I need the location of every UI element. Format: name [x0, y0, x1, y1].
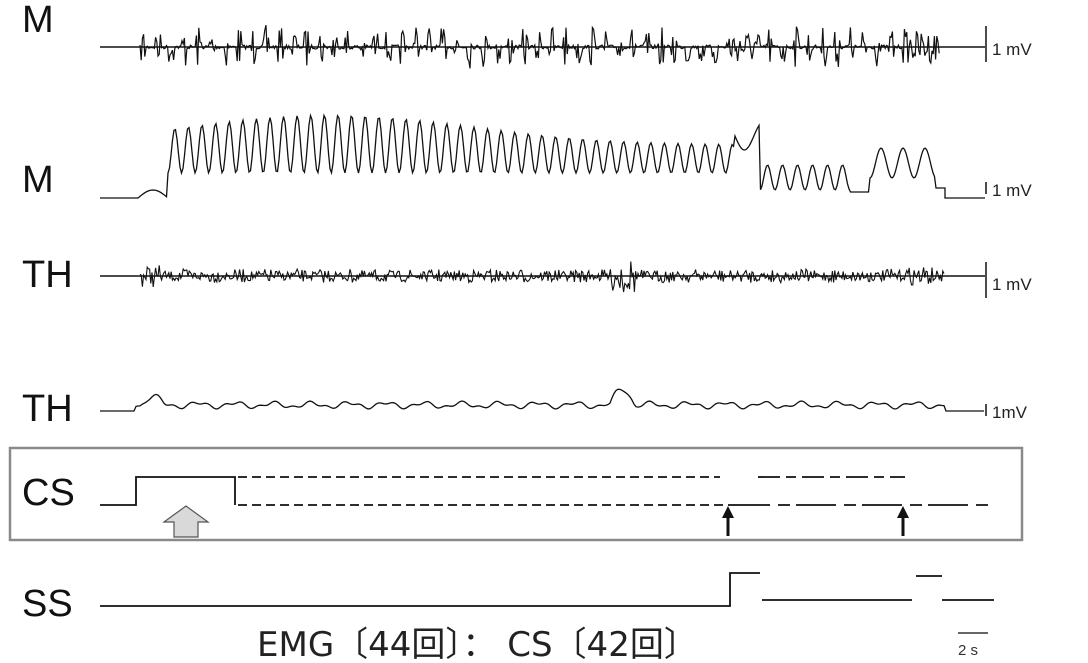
- integrated-signal: [100, 113, 985, 199]
- trace-m-raw: [100, 24, 985, 69]
- trace-label-m-integrated: M: [22, 159, 54, 201]
- scale-text-m-integrated: 1 mV: [992, 181, 1032, 200]
- figure-caption: EMG〔44回〕： CS〔42回〕: [257, 625, 698, 663]
- trace-cs: [100, 476, 990, 538]
- emg-signal: [139, 261, 945, 293]
- time-scale-label: 2 s: [958, 642, 978, 659]
- integrated-signal: [100, 388, 984, 412]
- up-arrow-icon: [897, 506, 909, 518]
- trace-label-th-raw: TH: [22, 254, 73, 296]
- cs-frame: [8, 446, 1024, 542]
- emg-signal: [139, 24, 940, 69]
- ss-step-1: [100, 572, 760, 607]
- trace-label-th-integrated: TH: [22, 388, 73, 430]
- up-arrow-icon: [722, 506, 734, 518]
- scale-text-th-raw: 1 mV: [992, 275, 1032, 294]
- cs-step: [100, 476, 236, 506]
- trace-label-m-raw: M: [22, 0, 54, 41]
- trace-label-cs: CS: [22, 472, 75, 514]
- trace-th-raw: [100, 261, 985, 293]
- trace-label-ss: SS: [22, 583, 73, 625]
- stimulus-arrow-icon: [162, 505, 210, 538]
- trace-m-integrated: [100, 113, 985, 199]
- scale-text-th-integrated: 1mV: [992, 403, 1028, 422]
- scale-text-m-raw: 1 mV: [992, 40, 1032, 59]
- trace-th-integrated: [100, 388, 984, 412]
- trace-ss: [100, 572, 994, 607]
